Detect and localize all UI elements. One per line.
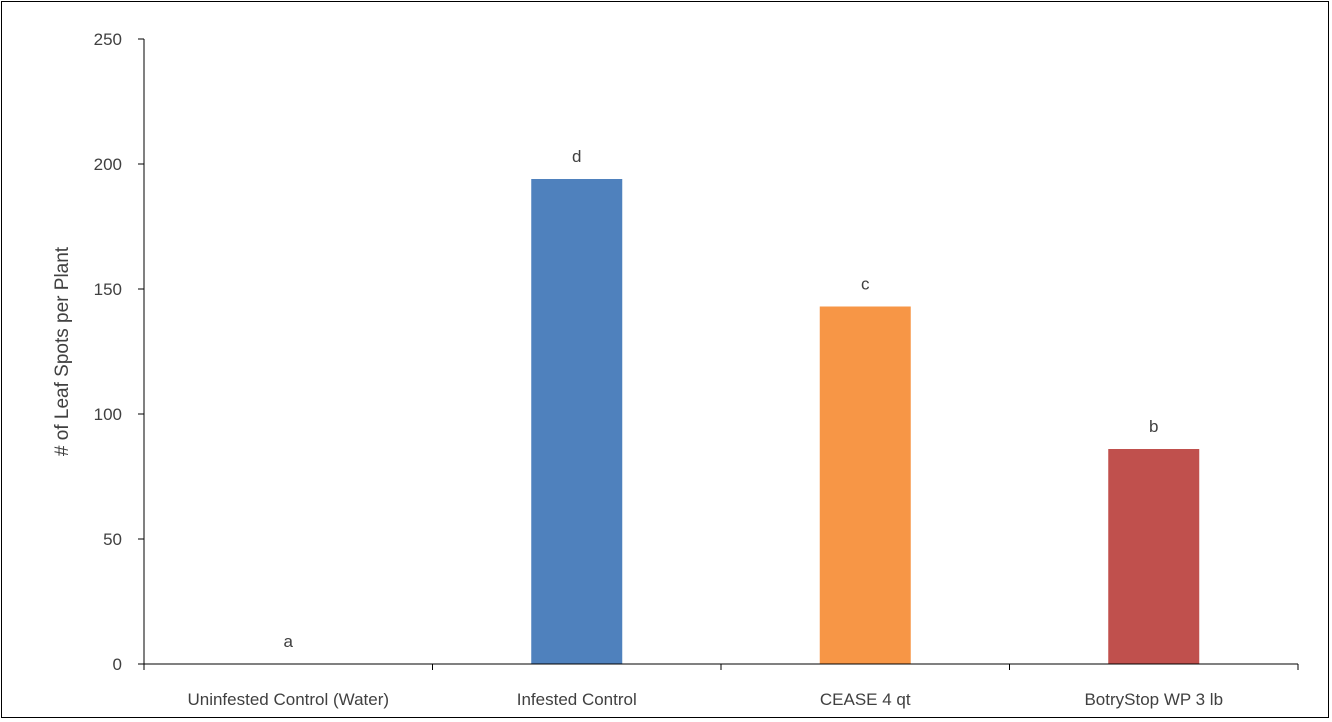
y-tick-label: 250 — [94, 30, 122, 49]
bars — [531, 179, 1200, 664]
x-tick-label: Infested Control — [517, 690, 637, 709]
x-tick-label: Uninfested Control (Water) — [187, 690, 389, 709]
significance-labels: a d c b — [284, 147, 1159, 651]
significance-label: a — [284, 632, 294, 651]
x-axis-ticks: Uninfested Control (Water) Infested Contr… — [143, 664, 1299, 709]
y-tick-label: 150 — [94, 280, 122, 299]
y-tick-label: 200 — [94, 155, 122, 174]
significance-label: d — [572, 147, 581, 166]
significance-label: b — [1149, 417, 1158, 436]
x-tick-label: CEASE 4 qt — [820, 690, 911, 709]
bar — [1108, 449, 1200, 664]
y-axis-title: # of Leaf Spots per Plant — [52, 246, 73, 456]
y-tick-label: 50 — [103, 530, 122, 549]
y-tick-label: 0 — [113, 655, 122, 674]
x-tick-label: BotryStop WP 3 lb — [1084, 690, 1223, 709]
y-axis-ticks: 0 50 100 150 200 250 — [94, 30, 144, 674]
significance-label: c — [861, 275, 870, 294]
bar — [531, 179, 623, 664]
bar — [819, 306, 911, 664]
y-tick-label: 100 — [94, 405, 122, 424]
